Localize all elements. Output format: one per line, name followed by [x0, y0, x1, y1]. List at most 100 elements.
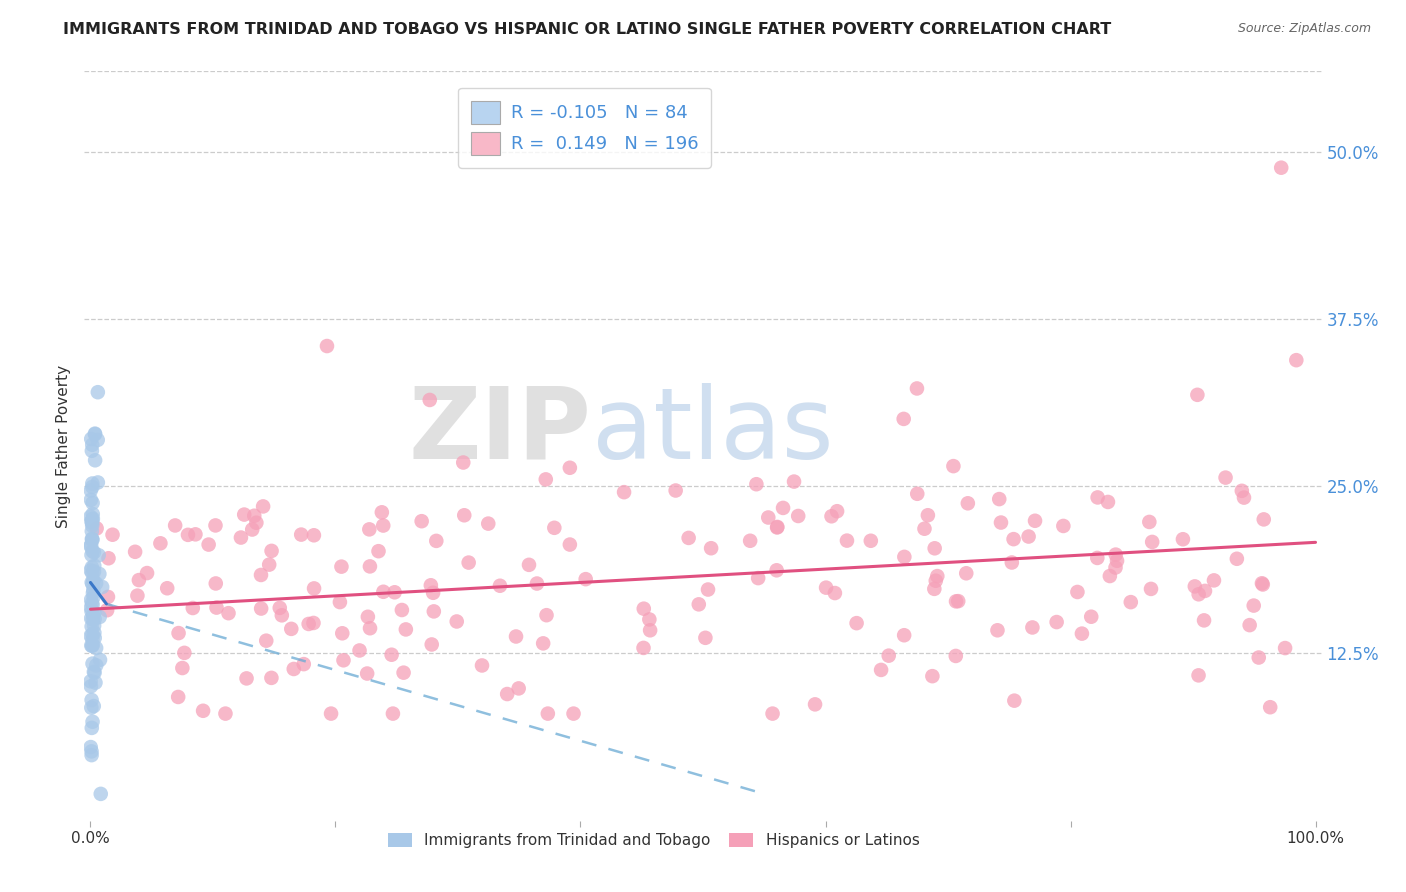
Point — [184, 527, 207, 541]
Point — [1087, 491, 1109, 505]
Point — [824, 586, 846, 600]
Point — [423, 604, 446, 618]
Point — [250, 568, 273, 582]
Point — [825, 504, 848, 518]
Point — [80, 492, 103, 507]
Point — [316, 339, 339, 353]
Point — [893, 412, 915, 426]
Point — [83, 590, 105, 604]
Point — [80, 515, 103, 529]
Point — [80, 700, 103, 714]
Point — [290, 527, 312, 541]
Point — [83, 625, 105, 640]
Point — [349, 643, 371, 657]
Point — [83, 631, 105, 645]
Point — [695, 631, 717, 645]
Point — [381, 706, 404, 721]
Point — [97, 551, 120, 566]
Point — [79, 674, 101, 689]
Point — [80, 563, 103, 577]
Point — [575, 572, 598, 586]
Point — [508, 681, 530, 696]
Point — [1119, 595, 1142, 609]
Point — [260, 544, 283, 558]
Point — [942, 459, 965, 474]
Point — [638, 612, 661, 626]
Point — [1066, 585, 1088, 599]
Point — [747, 571, 769, 585]
Point — [80, 538, 103, 552]
Point — [233, 508, 256, 522]
Point — [815, 581, 838, 595]
Point — [1239, 618, 1261, 632]
Point — [1202, 574, 1225, 588]
Point — [453, 508, 475, 523]
Point — [82, 638, 104, 652]
Point — [870, 663, 893, 677]
Point — [250, 601, 273, 615]
Point — [765, 563, 787, 577]
Point — [893, 549, 915, 564]
Point — [128, 573, 150, 587]
Point — [87, 433, 110, 447]
Point — [783, 475, 806, 489]
Point — [1192, 613, 1215, 627]
Point — [955, 566, 977, 581]
Point — [893, 628, 915, 642]
Point — [845, 616, 868, 631]
Point — [1140, 582, 1163, 596]
Point — [1071, 626, 1094, 640]
Point — [1253, 512, 1275, 526]
Point — [83, 558, 105, 573]
Point — [283, 662, 305, 676]
Point — [1187, 668, 1209, 682]
Point — [537, 706, 560, 721]
Point — [302, 582, 325, 596]
Point — [82, 544, 104, 558]
Text: Source: ZipAtlas.com: Source: ZipAtlas.com — [1237, 22, 1371, 36]
Point — [332, 653, 354, 667]
Point — [835, 533, 858, 548]
Point — [613, 485, 636, 500]
Point — [425, 533, 447, 548]
Point — [84, 576, 107, 591]
Point — [543, 521, 565, 535]
Point — [165, 518, 187, 533]
Legend: Immigrants from Trinidad and Tobago, Hispanics or Latinos: Immigrants from Trinidad and Tobago, His… — [381, 827, 925, 855]
Point — [419, 392, 441, 407]
Point — [1137, 515, 1160, 529]
Point — [80, 740, 103, 755]
Point — [558, 537, 581, 551]
Point — [252, 500, 274, 514]
Point — [330, 559, 353, 574]
Point — [820, 509, 842, 524]
Point — [97, 590, 120, 604]
Text: ZIP: ZIP — [409, 383, 592, 480]
Point — [302, 615, 325, 630]
Point — [136, 566, 159, 580]
Point — [381, 648, 404, 662]
Point — [83, 565, 105, 579]
Point — [1052, 519, 1074, 533]
Point — [82, 518, 104, 533]
Point — [83, 665, 105, 679]
Point — [79, 539, 101, 553]
Point — [740, 533, 762, 548]
Point — [756, 510, 779, 524]
Point — [988, 492, 1011, 507]
Point — [633, 640, 655, 655]
Point — [921, 669, 943, 683]
Point — [80, 532, 103, 546]
Point — [700, 541, 723, 556]
Point — [83, 665, 105, 680]
Point — [945, 594, 967, 608]
Point — [1258, 700, 1281, 714]
Point — [292, 657, 315, 672]
Point — [245, 516, 267, 530]
Point — [761, 706, 783, 721]
Point — [745, 477, 768, 491]
Point — [1104, 560, 1126, 574]
Point — [80, 560, 103, 574]
Point — [446, 615, 468, 629]
Point — [766, 520, 789, 534]
